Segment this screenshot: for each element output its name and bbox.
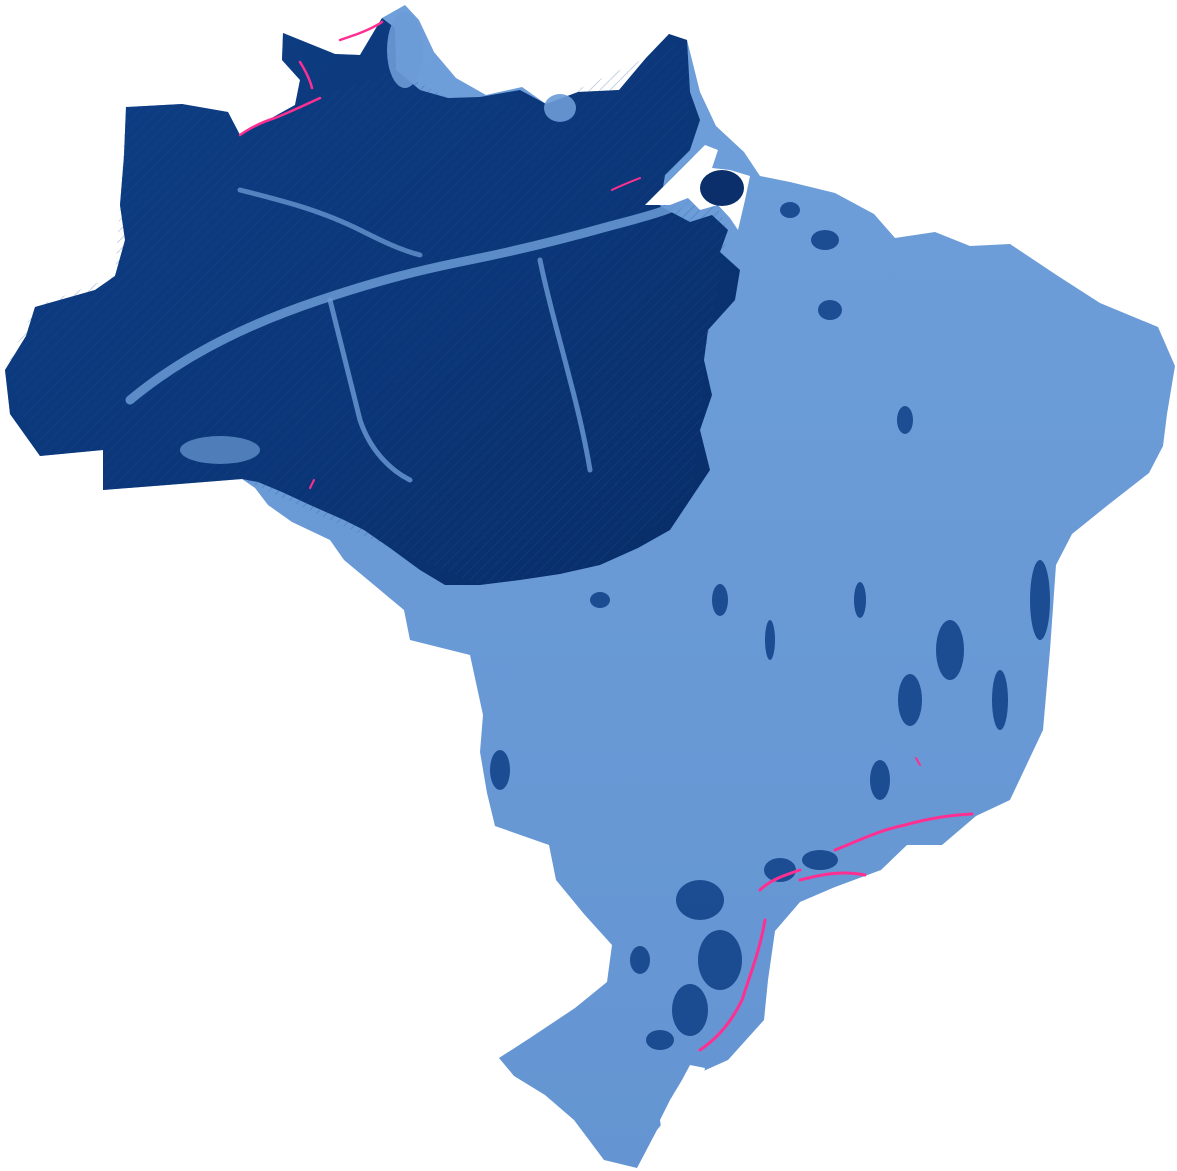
light-patch-amapa: [544, 94, 576, 122]
highlight-lines: [238, 20, 974, 1052]
amazon-river-corridor: [125, 195, 695, 405]
tapajos-river-corridor: [537, 257, 593, 473]
negro-river-corridor: [237, 187, 423, 258]
madeira-river-corridor: [327, 297, 413, 483]
light-patch-roraima: [387, 12, 423, 88]
light-patch-south-amazon: [180, 436, 260, 464]
dark-patches-east: [490, 202, 1050, 1050]
marajo-island: [700, 170, 744, 206]
amazon-river-mouth: [645, 145, 750, 230]
relief-texture: [5, 40, 728, 585]
lagoa-dos-patos: [660, 1065, 705, 1135]
